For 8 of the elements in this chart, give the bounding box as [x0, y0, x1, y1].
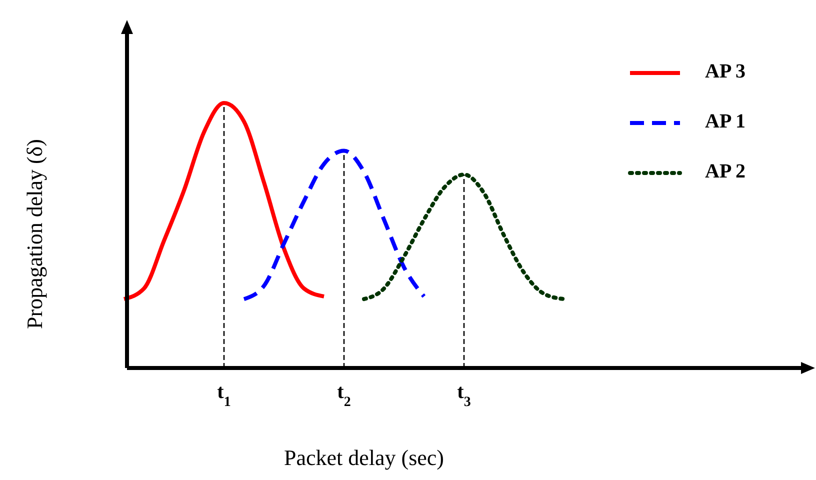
x-tick-label: t$_{3}$ [457, 381, 471, 410]
legend-label: AP 3 [705, 60, 746, 83]
x-axis-title: Packet delay (sec) [284, 445, 444, 470]
x-tick-label: t$_{2}$ [337, 381, 351, 410]
legend-label: AP 2 [705, 160, 746, 183]
x-tick-label: t$_{1}$ [217, 381, 231, 410]
y-axis-title: Propagation delay (δ) [22, 139, 47, 329]
legend-label: AP 1 [705, 110, 746, 133]
